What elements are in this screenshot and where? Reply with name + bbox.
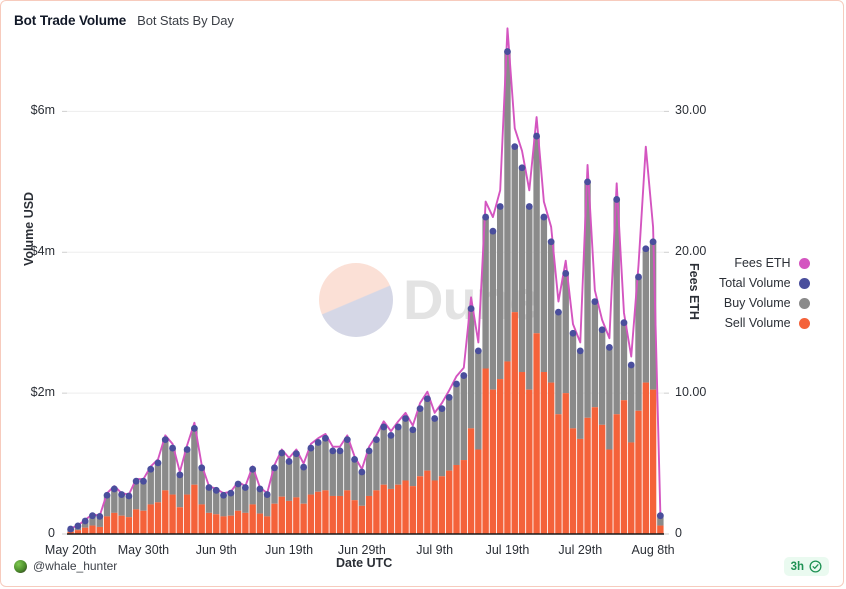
fees-line-layer — [69, 27, 662, 530]
x-tick-label: Jul 9th — [416, 543, 454, 557]
y-tick-label-right: 20.00 — [675, 244, 707, 259]
legend-item-label: Total Volume — [719, 276, 791, 290]
bars-layer — [67, 51, 664, 534]
x-tick-label: Jun 19th — [265, 543, 314, 557]
x-tick-label: Jun 29th — [337, 543, 386, 557]
check-circle-icon — [809, 560, 822, 573]
chart-subtitle: Bot Stats By Day — [137, 13, 234, 28]
x-axis-title: Date UTC — [336, 556, 393, 570]
legend-item-sell-volume[interactable]: Sell Volume — [719, 316, 810, 330]
x-tick-label: Aug 8th — [631, 543, 675, 557]
page-title: Bot Trade Volume — [14, 13, 127, 28]
total-volume-points-layer — [67, 48, 664, 533]
y-tick-label-left: $2m — [30, 385, 55, 400]
axes-layer — [62, 110, 669, 535]
attribution-name: @whale_hunter — [33, 559, 118, 573]
legend-item-label: Sell Volume — [724, 316, 791, 330]
x-tick-label: May 20th — [44, 543, 97, 557]
y-tick-label-right: 30.00 — [675, 103, 707, 118]
y-tick-label-left: $4m — [30, 244, 55, 259]
freshness-label: 3h — [790, 560, 804, 573]
legend-swatch-icon — [798, 297, 810, 309]
legend-item-buy-volume[interactable]: Buy Volume — [719, 296, 810, 310]
legend-item-label: Buy Volume — [723, 296, 791, 310]
chart-legend: Fees ETH Total Volume Buy Volume Sell Volum… — [719, 256, 810, 330]
legend-item-fees-eth[interactable]: Fees ETH — [719, 256, 810, 270]
x-tick-label: Jul 29th — [558, 543, 603, 557]
legend-item-label: Fees ETH — [734, 256, 791, 270]
legend-swatch-icon — [798, 277, 810, 289]
legend-swatch-icon — [798, 317, 810, 329]
avatar — [14, 559, 27, 573]
y-tick-label-right: 0 — [675, 526, 682, 540]
x-tick-label: Jul 19th — [485, 543, 530, 557]
y-tick-label-right: 10.00 — [675, 385, 707, 400]
legend-item-total-volume[interactable]: Total Volume — [719, 276, 810, 290]
x-tick-label: May 30th — [117, 543, 170, 557]
chart-header: Bot Trade Volume Bot Stats By Day — [14, 13, 234, 28]
y-tick-label-left: $6m — [30, 103, 55, 118]
status-badge[interactable]: 3h — [783, 557, 829, 576]
x-tick-label: Jun 9th — [195, 543, 237, 557]
y-tick-label-left: 0 — [48, 526, 55, 540]
y-axis-title-right: Fees ETH — [687, 263, 701, 320]
legend-swatch-icon — [798, 257, 810, 269]
attribution[interactable]: @whale_hunter — [14, 559, 117, 573]
